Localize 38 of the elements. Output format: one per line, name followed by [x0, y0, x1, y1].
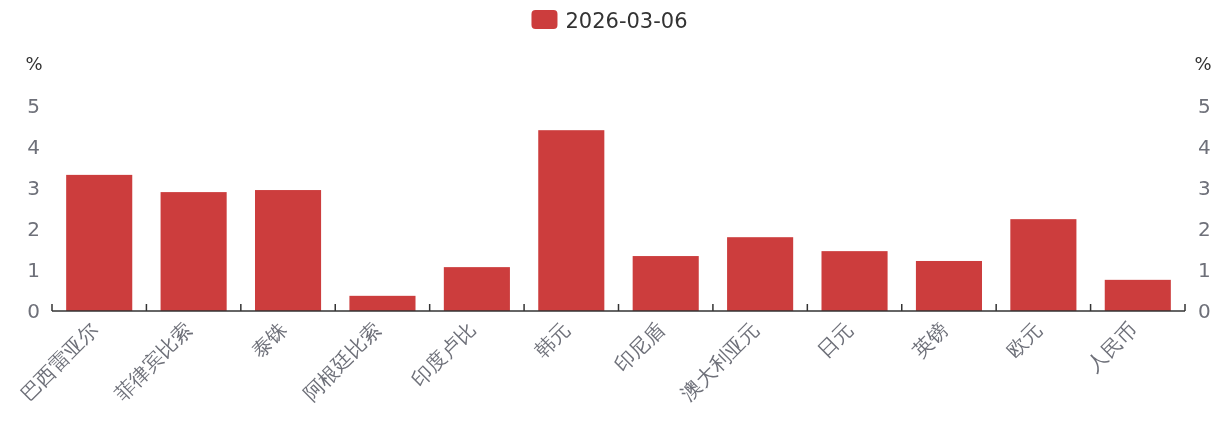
bar — [255, 190, 322, 311]
x-tick-label: 日元 — [812, 317, 859, 363]
y2-axis-title: % — [1194, 53, 1212, 74]
bar — [727, 237, 794, 311]
y2-tick-label: 4 — [1198, 135, 1211, 159]
bar — [443, 267, 510, 311]
x-tick-label: 人民币 — [1081, 317, 1142, 377]
x-tick-label: 印度卢比 — [406, 317, 481, 392]
x-tick-label: 欧元 — [1001, 317, 1047, 363]
y-tick-label: 5 — [27, 94, 40, 118]
bar — [66, 174, 133, 311]
y2-tick-label: 2 — [1198, 217, 1211, 241]
legend: 2026-03-06 — [531, 9, 688, 33]
y-tick-label: 4 — [27, 135, 40, 159]
bar — [349, 295, 416, 311]
y-axis-title: % — [25, 53, 43, 74]
y2-tick-label: 3 — [1198, 176, 1211, 200]
legend-label: 2026-03-06 — [565, 9, 688, 33]
y-tick-label: 1 — [27, 258, 40, 282]
bar — [538, 130, 605, 311]
x-tick-label: 印尼盾 — [609, 317, 670, 377]
x-tick-label: 阿根廷比索 — [298, 317, 386, 406]
x-tick-label: 菲律宾比索 — [109, 317, 198, 406]
y2-tick-label: 1 — [1198, 258, 1211, 282]
x-tick-label: 韩元 — [529, 317, 575, 363]
bar — [632, 256, 699, 311]
bar — [1104, 279, 1171, 311]
x-tick-label: 泰铢 — [246, 317, 292, 363]
bar — [1010, 219, 1077, 311]
y-tick-label: 2 — [27, 217, 40, 241]
bar — [915, 260, 982, 311]
x-tick-label: 澳大利亚元 — [675, 317, 764, 406]
y2-tick-label: 5 — [1198, 94, 1211, 118]
x-tick-label: 英镑 — [907, 317, 953, 363]
y2-tick-label: 0 — [1198, 299, 1211, 323]
y-tick-label: 3 — [27, 176, 40, 200]
bar — [160, 192, 227, 311]
bar — [821, 251, 888, 311]
